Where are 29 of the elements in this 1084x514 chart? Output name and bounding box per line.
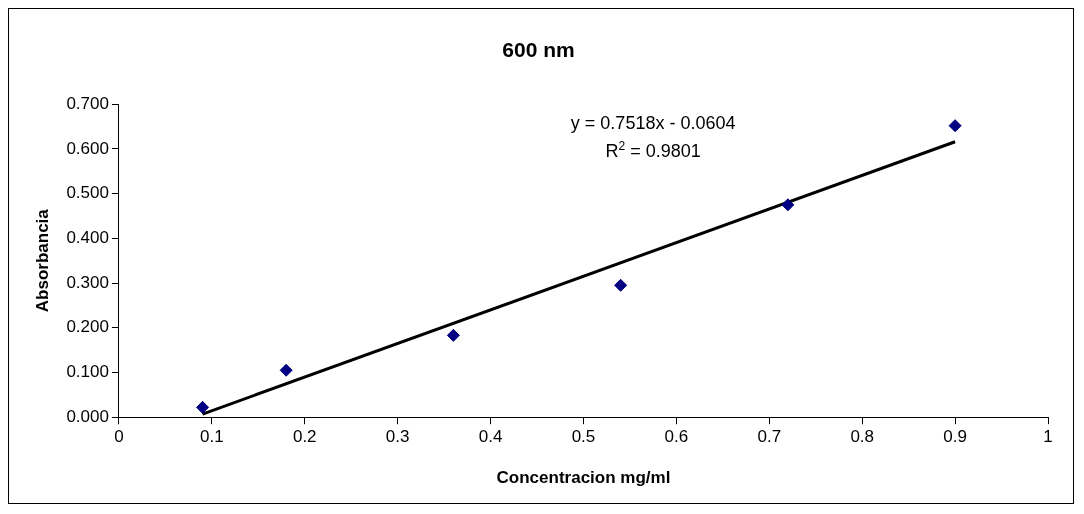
x-tick-label: 0.3 <box>385 427 410 447</box>
point <box>446 328 460 342</box>
y-axis-title: Absorbancia <box>32 208 52 313</box>
y-tick-label: 0.600 <box>66 138 109 158</box>
y-tick-label: 0.200 <box>66 317 109 337</box>
point <box>614 278 628 292</box>
y-tick-label: 0.400 <box>66 228 109 248</box>
x-tick-label: 0.6 <box>664 427 689 447</box>
chart-title: 600 nm <box>502 38 575 62</box>
y-tick-label: 0.700 <box>66 93 109 113</box>
x-tick-label: 0.7 <box>757 427 782 447</box>
point <box>948 119 962 133</box>
x-tick-label: 0.5 <box>571 427 596 447</box>
x-axis-title: Concentracion mg/ml <box>496 468 671 488</box>
x-tick-label: 0.8 <box>850 427 875 447</box>
point <box>279 363 293 377</box>
point <box>781 198 795 212</box>
x-tick-label: 0.1 <box>200 427 224 447</box>
x-tick-label: 0 <box>114 427 124 447</box>
x-tick-label: 0.4 <box>478 427 503 447</box>
y-tick-label: 0.000 <box>66 406 109 426</box>
point <box>196 400 210 414</box>
x-tick-label: 0.2 <box>292 427 317 447</box>
y-tick-label: 0.300 <box>66 272 109 292</box>
x-tick-label: 0.9 <box>943 427 967 447</box>
y-tick-label: 0.100 <box>66 362 109 382</box>
x-tick-label: 1 <box>1043 427 1053 447</box>
annotation: y = 0.7518x - 0.0604 <box>570 113 736 134</box>
y-tick-label: 0.500 <box>66 183 109 203</box>
